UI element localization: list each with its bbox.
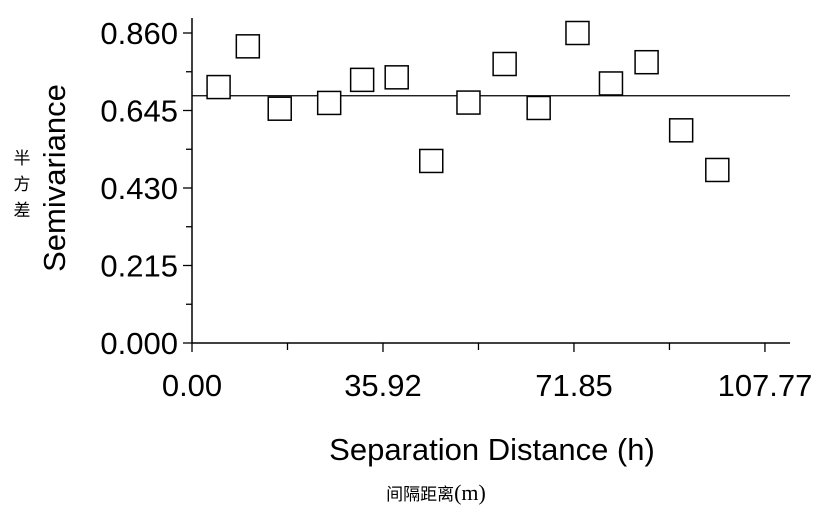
x-tick-label: 35.92 [344,368,422,403]
x-axis-title: Separation Distance (h) [329,432,655,467]
data-point [668,118,694,143]
x-axis-title-cn: 间隔距离(m) [386,480,486,505]
data-point [705,157,730,183]
data-point [384,65,409,90]
labels: Separation Distance (h) Semivariance 间隔距… [14,84,655,505]
y-tick-label: 0.860 [100,16,178,51]
y-tick-label: 0.000 [100,326,178,361]
data-point [235,34,261,59]
x-tick-label: 71.85 [535,368,613,403]
data-point [267,96,292,121]
data-point [456,90,481,115]
data-points [206,20,730,183]
data-point [316,90,342,116]
x-axis-title-cn-unit: (m) [454,480,486,505]
y-tick-label: 0.215 [100,249,178,284]
y-tick-label: 0.645 [100,94,178,129]
data-point [526,95,551,121]
x-tick-label: 107.77 [718,368,813,403]
y-axis-title-cn-3: 差 [14,201,31,221]
y-tick-label: 0.430 [100,171,178,206]
data-point [492,51,517,77]
data-point [349,67,375,93]
y-axis-title-cn-2: 方 [14,175,31,195]
data-point [634,49,659,75]
x-tick-label: 0.00 [162,368,222,403]
data-point [598,71,624,96]
data-point [565,20,590,46]
y-axis-title-cn-1: 半 [14,149,31,169]
data-point [419,148,444,174]
axes: 0.000 0.215 0.430 0.645 0.860 0.00 35.92 71.85 1… [100,16,812,403]
data-point [206,74,231,100]
x-axis-title-cn-text: 间隔距离 [386,485,454,505]
y-axis-title: Semivariance [37,84,72,272]
